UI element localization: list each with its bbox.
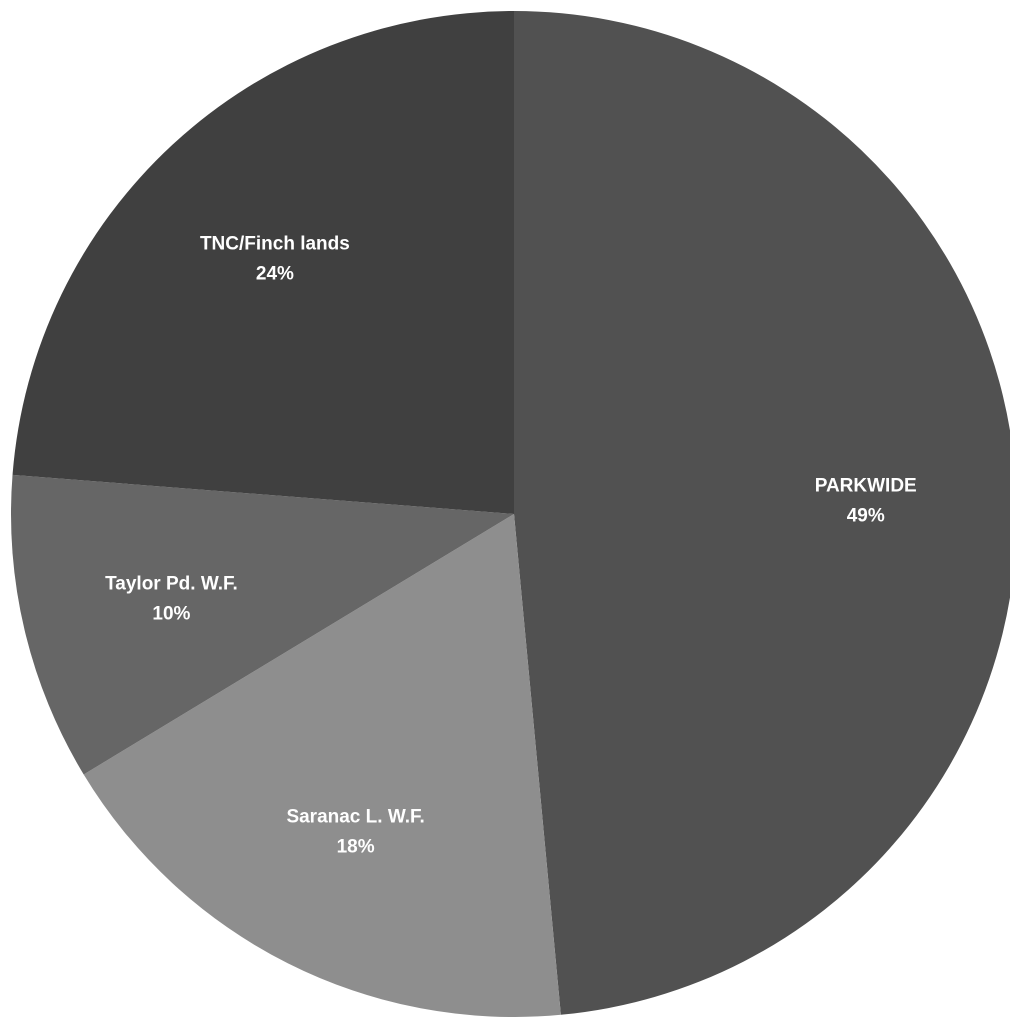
pie-labels: PARKWIDE 49% Saranac L. W.F. 18% Taylor Pd. …: [105, 234, 917, 858]
pie-slices: [11, 11, 1010, 1017]
slice-percent-label: 18%: [337, 836, 375, 857]
pie-slice-taylor-pd-w-f: [11, 474, 515, 775]
slice-label-parkwide: PARKWIDE 49%: [815, 476, 917, 527]
slice-category-label: Taylor Pd. W.F.: [105, 573, 238, 594]
slice-percent-label: 10%: [152, 603, 190, 624]
slice-category-label: PARKWIDE: [815, 476, 917, 497]
slice-category-label: Saranac L. W.F.: [286, 806, 424, 827]
pie-slice-saranac-l-w-f: [83, 514, 561, 1017]
pie-slice-tnc-finch-lands: [12, 11, 514, 514]
slice-label-saranac-l-w-f: Saranac L. W.F. 18%: [286, 806, 424, 857]
slice-label-taylor-pd-w-f: Taylor Pd. W.F. 10%: [105, 573, 238, 624]
slice-percent-label: 49%: [847, 506, 885, 527]
slice-category-label: TNC/Finch lands: [200, 234, 350, 255]
slice-label-tnc-finch-lands: TNC/Finch lands 24%: [200, 234, 350, 285]
pie-slice-parkwide: [514, 11, 1010, 1015]
slice-percent-label: 24%: [256, 264, 294, 285]
